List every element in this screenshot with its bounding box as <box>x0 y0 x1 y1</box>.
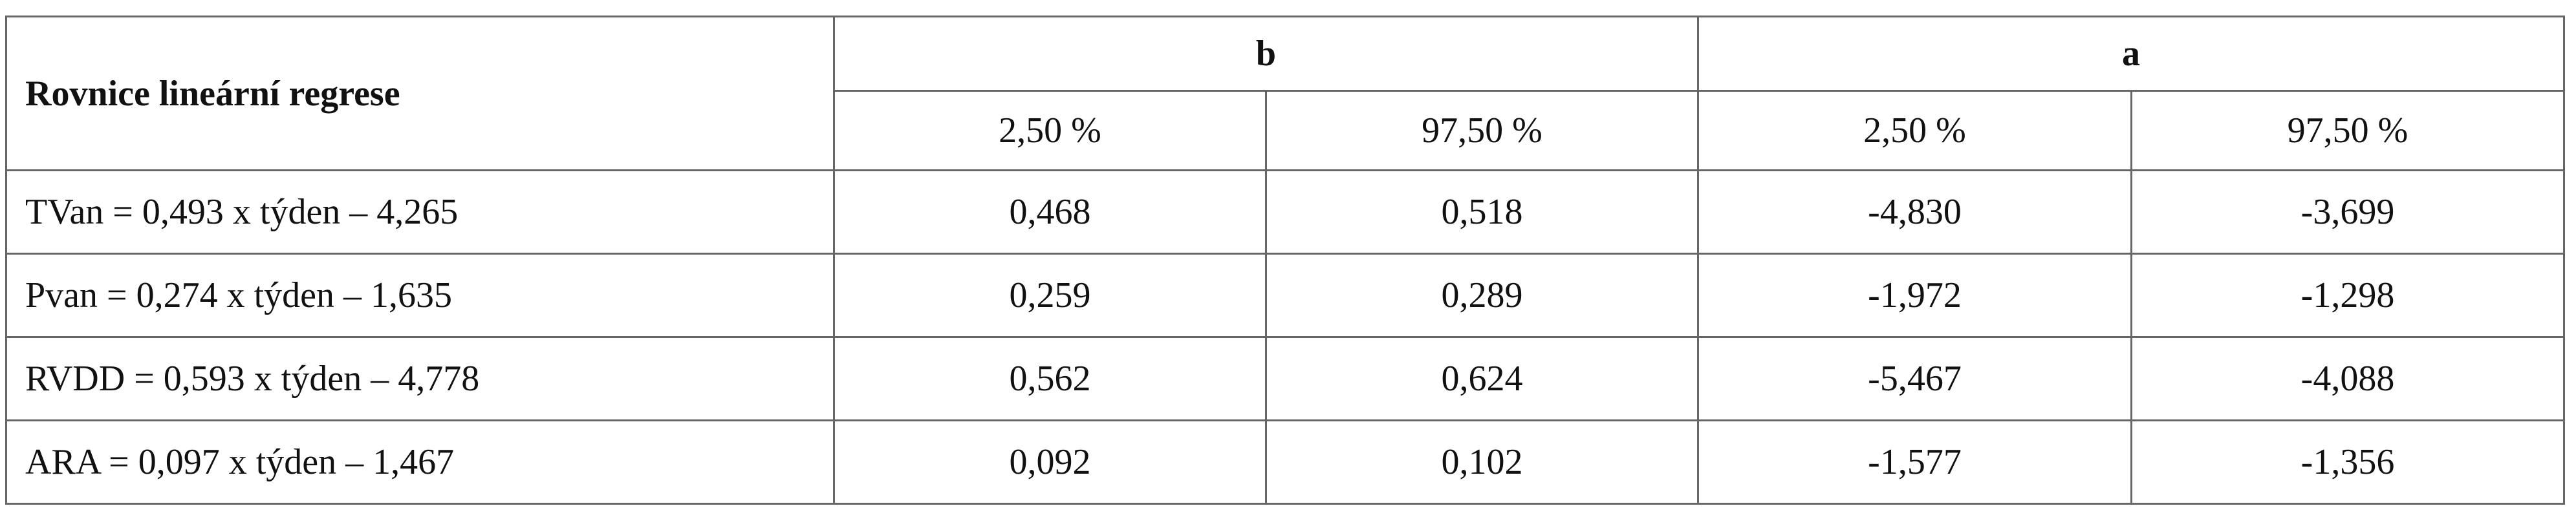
group-header: b <box>833 16 1699 92</box>
equation-cell: Pvan = 0,274 x týden – 1,635 <box>5 253 835 338</box>
equation-cell: ARA = 0,097 x týden – 1,467 <box>5 419 835 505</box>
value-cell: 0,289 <box>1265 253 1699 338</box>
sub-header: 2,50 % <box>1697 90 2132 171</box>
value-cell: -1,577 <box>1697 419 2132 505</box>
equation-cell: RVDD = 0,593 x týden – 4,778 <box>5 336 835 421</box>
value-cell: -5,467 <box>1697 336 2132 421</box>
sub-header: 97,50 % <box>2130 90 2565 171</box>
table-title: Rovnice lineární regrese <box>5 16 835 171</box>
regression-table: Rovnice lineární regrese b a 2,50 % 97,5… <box>5 16 2565 505</box>
table-body: TVan = 0,493 x týden – 4,265 0,468 0,518 -4… <box>5 169 2565 505</box>
table-row: ARA = 0,097 x týden – 1,467 0,092 0,102 -1,… <box>5 419 2565 505</box>
table-row: RVDD = 0,593 x týden – 4,778 0,562 0,624 -5… <box>5 336 2565 421</box>
table-row: TVan = 0,493 x týden – 4,265 0,468 0,518 -4… <box>5 169 2565 255</box>
value-cell: 0,259 <box>833 253 1267 338</box>
group-header: a <box>1697 16 2565 92</box>
value-cell: -4,830 <box>1697 169 2132 255</box>
value-cell: -3,699 <box>2130 169 2565 255</box>
value-cell: 0,102 <box>1265 419 1699 505</box>
table-row: Pvan = 0,274 x týden – 1,635 0,259 0,289 -1… <box>5 253 2565 338</box>
value-cell: 0,468 <box>833 169 1267 255</box>
value-cell: -1,972 <box>1697 253 2132 338</box>
sub-header: 97,50 % <box>1265 90 1699 171</box>
value-cell: -1,298 <box>2130 253 2565 338</box>
equation-cell: TVan = 0,493 x týden – 4,265 <box>5 169 835 255</box>
value-cell: -4,088 <box>2130 336 2565 421</box>
sub-header: 2,50 % <box>833 90 1267 171</box>
value-cell: 0,624 <box>1265 336 1699 421</box>
value-cell: 0,092 <box>833 419 1267 505</box>
value-cell: 0,562 <box>833 336 1267 421</box>
value-cell: -1,356 <box>2130 419 2565 505</box>
value-cell: 0,518 <box>1265 169 1699 255</box>
